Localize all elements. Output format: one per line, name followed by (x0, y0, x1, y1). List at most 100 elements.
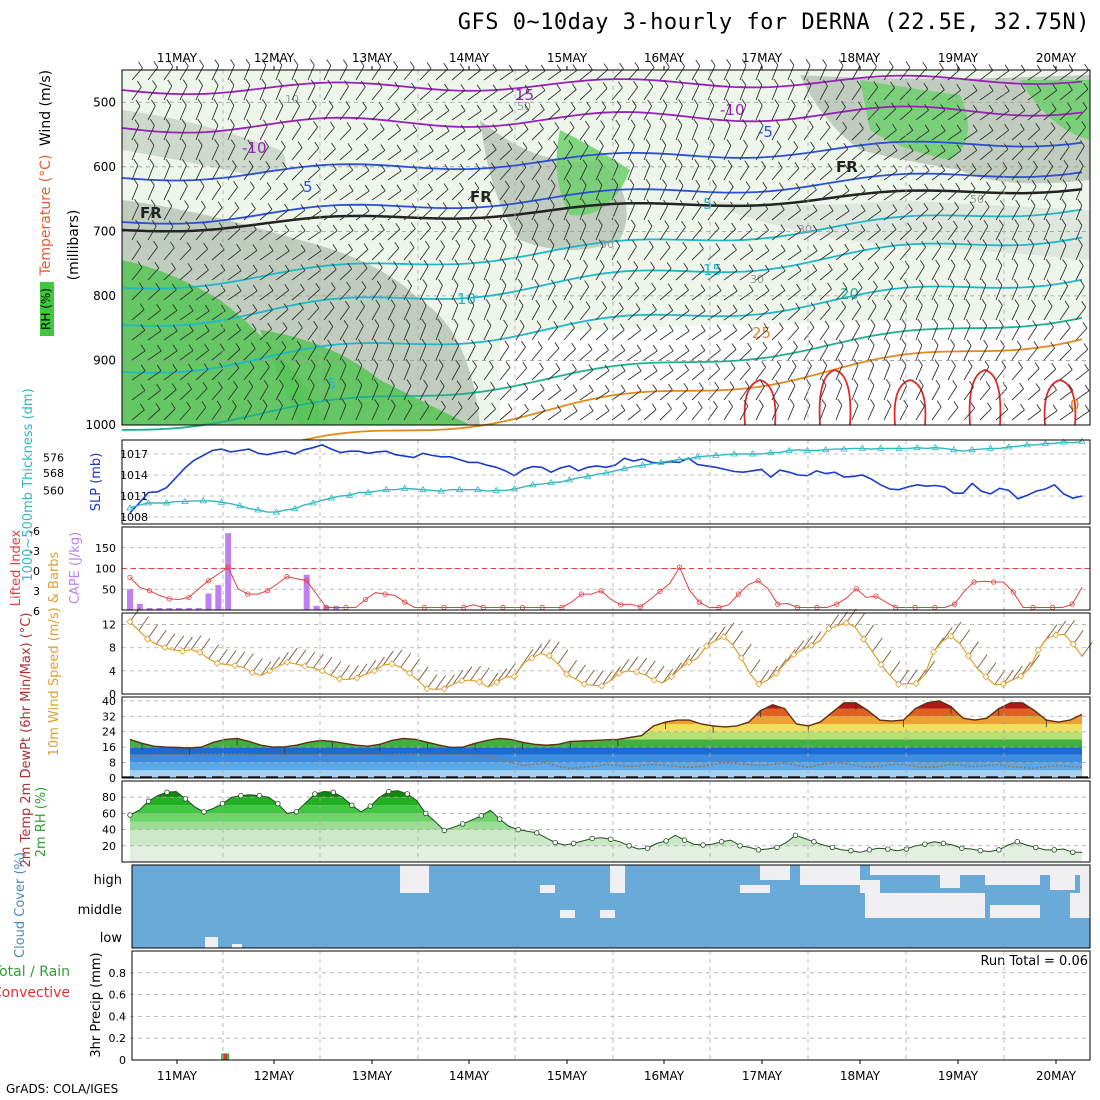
wind-barb (227, 290, 242, 301)
cloud-gap (540, 885, 555, 893)
wind-barb (387, 66, 398, 81)
wind-barb-flag (982, 239, 988, 246)
wind-barb (163, 310, 178, 321)
wind-barb-flag (650, 261, 655, 269)
wind-barb (579, 328, 592, 341)
wind-barb (659, 310, 674, 321)
wind-barb (819, 269, 833, 281)
wind-barb-flag (203, 363, 209, 370)
wind-barb-flag (406, 299, 411, 306)
wind-barb-flag (971, 163, 977, 170)
wind-barb-flag (600, 120, 605, 127)
wind-barb (755, 347, 768, 361)
wind-barb-flag (235, 222, 241, 230)
wind-barb-flag (229, 119, 235, 126)
wind-barb (355, 149, 369, 161)
wind-barb-flag (780, 264, 786, 272)
temp-band (130, 770, 1082, 778)
wind-barb (163, 125, 171, 141)
wind-barb (963, 345, 972, 361)
wind-barb-flag (249, 181, 255, 189)
wind-barb (1075, 69, 1089, 81)
wind-barb-flag (1049, 141, 1055, 148)
wind-barb (307, 210, 322, 221)
wind-barb (1027, 109, 1041, 121)
wind-barb (483, 130, 498, 141)
wind-barb (835, 65, 844, 81)
wind-barb (531, 90, 546, 101)
wind-barb (275, 309, 289, 321)
wind-speed-marker (877, 660, 885, 669)
wind-barb (915, 189, 929, 201)
wind-barb (403, 285, 412, 301)
wind-barb-flag (1034, 362, 1040, 369)
wind-barb (179, 407, 191, 421)
wind-barb-flag (588, 384, 594, 392)
wind-barb (499, 346, 510, 361)
wind-barb (403, 324, 411, 341)
wind-barb (915, 385, 924, 401)
wind-barb-flag (362, 101, 367, 109)
surface-wind-barb (994, 670, 1006, 686)
wind-barb (179, 310, 194, 321)
wind-barb (723, 249, 737, 261)
rh-marker (922, 841, 928, 847)
wind-barb-flag (923, 82, 929, 90)
wind-barb (371, 248, 384, 261)
wind-barb (515, 388, 529, 401)
wind-barb-flag (857, 281, 863, 288)
thickness-marker (327, 494, 336, 501)
surface-wind-barb (225, 650, 237, 665)
wind-barb (531, 109, 545, 121)
wind-barb-flag (553, 140, 558, 148)
wind-barb (867, 345, 875, 361)
wind-barb-flag (744, 380, 750, 388)
wind-barb (627, 288, 640, 301)
wind-barb-flag (443, 183, 449, 190)
wind-barb (323, 250, 338, 261)
wind-barb-flag (748, 304, 754, 311)
wind-barb (691, 165, 700, 181)
wind-barb-flag (395, 102, 401, 110)
wind-barb-flag (636, 344, 642, 352)
wind-barb (467, 69, 481, 81)
wind-speed-marker (143, 635, 152, 643)
wind-barb (227, 207, 240, 221)
wind-barb-flag (679, 79, 684, 87)
wind-barb (451, 130, 466, 141)
wind-barb (483, 284, 491, 301)
wind-barb-flag (332, 224, 338, 232)
surface-wind-barb (478, 667, 490, 683)
wind-barb-flag (582, 159, 588, 166)
wind-barb (227, 406, 237, 421)
wind-barb-flag (165, 118, 171, 126)
wind-barb (707, 290, 722, 301)
wind-barb (659, 268, 672, 281)
wind-barb-flag (710, 159, 716, 167)
wind-barb-flag (421, 338, 427, 346)
wind-barb-flag (876, 223, 881, 231)
wind-barb-flag (314, 141, 320, 149)
wind-barb-flag (645, 158, 651, 166)
wind-barb-flag (519, 320, 525, 327)
thickness-marker (529, 481, 537, 488)
wind-barb-flag (997, 278, 1003, 286)
wind-barb-flag (773, 58, 779, 66)
thickness-marker (986, 444, 995, 451)
wind-barb-flag (682, 241, 688, 249)
wind-barb-flag (492, 104, 498, 112)
wind-barb-flag (535, 179, 541, 187)
wind-barb-flag (950, 259, 956, 266)
wind-barb-flag (393, 260, 398, 268)
wind-barb-flag (300, 264, 306, 271)
wind-speed-marker (510, 673, 518, 681)
thickness-marker (437, 487, 445, 494)
wind-barb-flag (774, 99, 780, 106)
wind-barb-flag (182, 159, 187, 166)
wind-speed-marker (1069, 640, 1077, 648)
wind-barb-flag (762, 181, 768, 189)
wind-barb (611, 308, 624, 321)
wind-barb-flag (776, 360, 782, 367)
wind-barb-flag (393, 60, 398, 68)
